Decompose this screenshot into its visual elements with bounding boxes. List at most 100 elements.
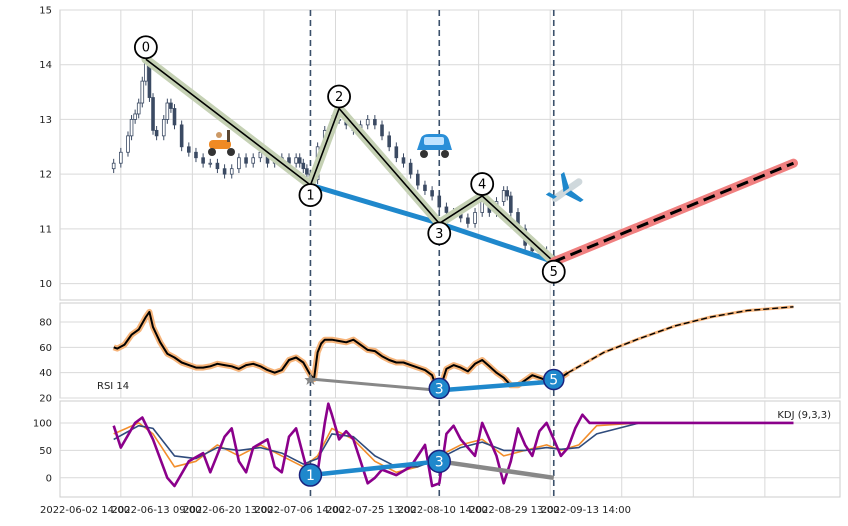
rsi-line	[113, 310, 569, 391]
candle-body	[301, 162, 306, 170]
plane-wing	[565, 190, 584, 203]
panel-frame-1	[59, 302, 841, 399]
candle-body	[208, 162, 213, 165]
candle-body	[394, 146, 399, 159]
scooter-icon	[208, 130, 235, 156]
zigzag-point-label: 5	[550, 265, 558, 280]
x-tick-label: 2022-08-29 13:00	[469, 505, 559, 516]
candle-body	[179, 124, 184, 148]
scooter-wheel	[227, 148, 235, 156]
candle-body	[373, 119, 377, 126]
scooter-rider	[216, 132, 222, 138]
zigzag-point-marker	[327, 84, 351, 109]
rsi-divergence-label: 5	[549, 373, 558, 389]
zigzag-point-marker	[133, 35, 158, 60]
x-tick-label: 2022-07-25 13:00	[326, 505, 416, 516]
candle-body	[423, 184, 427, 191]
candle-body	[480, 201, 485, 213]
plane-wing	[560, 171, 570, 192]
candle-body	[437, 195, 442, 208]
x-tick-label: 2022-06-20 13:00	[183, 505, 273, 516]
scooter-body	[209, 140, 231, 149]
candle-body	[505, 190, 510, 197]
candle-body	[126, 135, 130, 153]
rsi-panel-label: RSI 14	[97, 381, 129, 392]
candle-body	[473, 212, 477, 224]
candle-body	[466, 217, 470, 224]
rsi-divergence-blue	[439, 379, 554, 393]
candle-body	[297, 157, 302, 164]
zigzag-point-marker	[298, 183, 323, 207]
airplane-icon	[545, 171, 584, 203]
candle-body	[136, 102, 141, 115]
candle-body	[172, 108, 177, 126]
candle-body	[244, 157, 248, 164]
candle-body	[380, 124, 384, 137]
y-tick-label: 15	[39, 6, 52, 17]
scooter-stem	[227, 130, 230, 142]
car-wheel	[420, 150, 428, 158]
zigzag-point-marker	[541, 259, 566, 284]
y-tick-label: 12	[39, 170, 52, 181]
candle-body	[151, 97, 155, 131]
y-tick-label: 0	[46, 473, 52, 484]
zigzag-line	[145, 58, 555, 263]
kdj-divergence-label: 3	[435, 454, 444, 470]
candle-body	[365, 119, 370, 126]
candle-body	[187, 146, 191, 153]
candle-body	[201, 157, 205, 164]
candle-body	[387, 135, 391, 148]
zigzag-point-label: 3	[435, 227, 443, 242]
candle-body	[408, 162, 413, 175]
zigzag-point-marker	[470, 172, 495, 196]
zigzag-point-marker	[427, 221, 452, 246]
candle-body	[444, 206, 449, 213]
kdj-panel-label: KDJ (9,3,3)	[777, 410, 831, 421]
candle-body	[133, 113, 137, 120]
plane-tail	[545, 192, 557, 199]
car-icon	[417, 134, 452, 158]
candle-body	[129, 119, 134, 137]
candle-body	[215, 162, 220, 170]
candle-body	[140, 80, 145, 104]
y-tick-label: 60	[39, 343, 52, 354]
candle-body	[401, 157, 406, 164]
panel-frame-0	[59, 9, 841, 301]
rsi-divergence-label: 3	[435, 381, 444, 397]
rsi-divergence-marker	[543, 368, 565, 391]
y-tick-label: 13	[39, 115, 52, 126]
y-tick-label: 10	[39, 279, 52, 290]
car-window	[424, 137, 444, 145]
scooter-wheel	[208, 148, 216, 156]
forecast-line	[553, 161, 795, 264]
rsi-divergence-gray	[310, 377, 440, 392]
zigzag-point-label: 2	[335, 90, 343, 105]
y-tick-label: 20	[39, 394, 52, 405]
candle-body	[415, 173, 420, 186]
kdj-series-j	[112, 402, 794, 488]
kdj-divergence-marker	[298, 463, 323, 487]
y-tick-label: 80	[39, 318, 52, 329]
x-tick-label: 2022-09-13 14:00	[541, 505, 631, 516]
x-tick-label: 2022-08-10 14:00	[398, 505, 488, 516]
panel-frame-2	[59, 400, 841, 498]
x-tick-label: 2022-06-02 14:00	[40, 505, 130, 516]
candle-body	[119, 151, 123, 164]
candle-body	[294, 157, 298, 164]
car-wheel	[441, 150, 449, 158]
candle-body	[229, 168, 234, 175]
kdj-divergence-marker	[427, 449, 452, 474]
candle-body	[194, 151, 198, 159]
candle-body	[430, 190, 434, 197]
rsi-star-marker	[304, 373, 317, 385]
candle-body	[251, 157, 256, 164]
y-tick-label: 40	[39, 368, 52, 379]
candle-body	[237, 157, 241, 170]
y-tick-label: 50	[39, 446, 52, 457]
kdj-divergence-gray	[438, 459, 555, 481]
candle-body	[165, 102, 170, 120]
x-tick-label: 2022-07-06 14:00	[255, 505, 345, 516]
candle-body	[154, 129, 159, 137]
kdj-divergence-label: 1	[306, 468, 315, 484]
